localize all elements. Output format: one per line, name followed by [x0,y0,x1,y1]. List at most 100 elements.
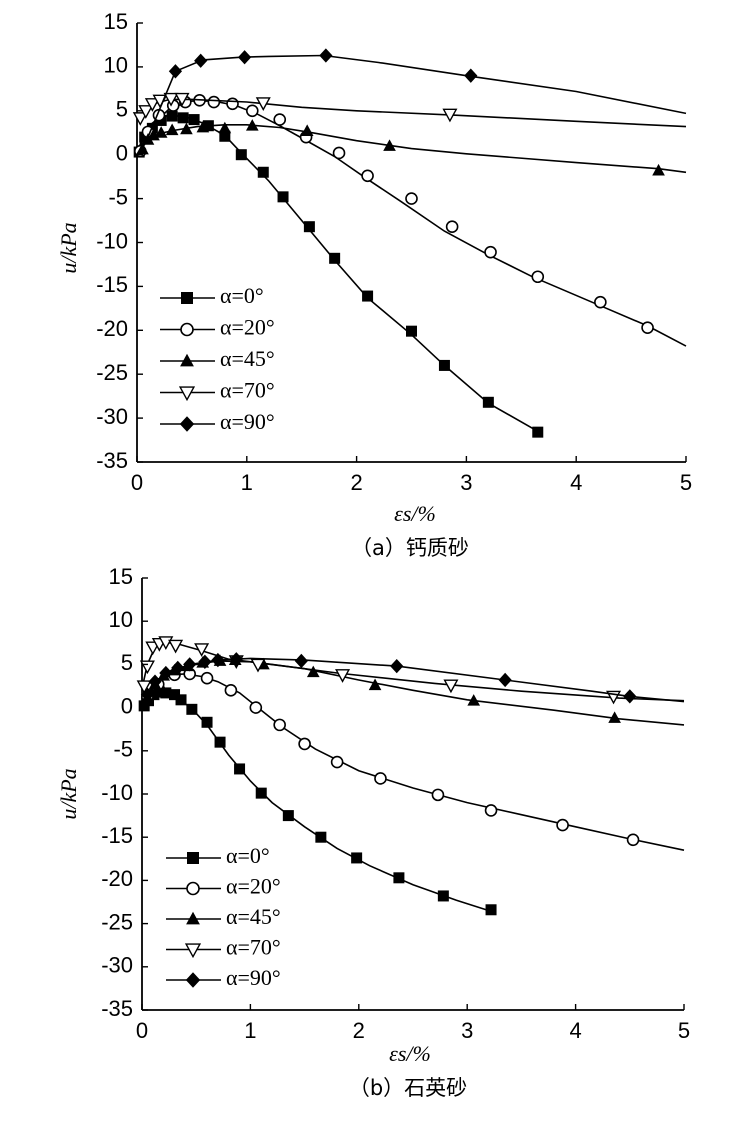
legend-label: α=0° [220,283,264,308]
data-point [148,674,162,689]
data-point [485,904,497,916]
y-tick-label: -10 [96,228,128,253]
legend-marker [186,911,200,925]
series-line [136,54,687,156]
data-point [319,48,333,63]
x-tick-label: 1 [241,470,253,495]
series-triangle-down [132,92,687,128]
legend-label: α=90° [220,409,275,434]
data-point [198,654,212,669]
data-point [214,736,226,748]
data-point [180,122,193,135]
series-line [136,114,539,432]
data-point [464,68,478,83]
data-point [390,658,404,674]
data-point [153,686,165,698]
y-tick-label: -35 [101,996,133,1021]
data-point [257,166,269,178]
legend-item: α=0° [160,283,264,308]
data-point [163,92,179,107]
data-point [556,818,569,832]
data-point [159,665,173,681]
y-tick-label: -30 [101,953,133,978]
data-point [330,755,344,769]
data-point [641,321,654,334]
data-point [250,658,266,673]
data-point [406,325,417,337]
data-point [437,890,449,902]
data-point [219,130,231,142]
data-point [249,701,263,714]
data-point [207,95,221,109]
data-point [498,672,512,688]
x-tick-label: 0 [131,470,143,495]
legend-item: α=20° [166,874,281,899]
data-point [368,678,382,691]
legend-label: α=20° [226,874,281,899]
data-point [229,652,243,667]
legend-item: α=45° [166,904,281,929]
data-point [194,643,210,657]
data-point [255,97,271,111]
x-tick-label: 0 [136,1018,148,1043]
data-point [194,53,208,68]
y-tick-label: -25 [96,360,128,385]
y-tick-label: -35 [96,448,128,473]
data-point [245,104,259,118]
data-point [196,120,210,133]
panel-b-y-ticks: 15 10 5 0 -5 -10 -15 -20 -25 -30 -35 [101,564,148,1021]
data-point [482,396,494,408]
data-point [303,221,315,233]
y-tick-label: -30 [96,404,128,429]
series-circle [133,93,687,347]
data-point [626,833,640,847]
x-tick-label: 4 [569,1018,581,1043]
data-point [175,694,187,706]
data-point [218,121,232,134]
panel-a-y-axis-label: u/kPa [56,222,81,273]
y-tick-label: -15 [101,823,133,848]
legend-marker [180,353,194,367]
panel-b-x-ticks: 0 1 2 3 4 5 [136,1004,690,1043]
data-point [393,872,405,884]
data-point [531,270,545,284]
data-point [431,788,445,802]
legend-marker [184,943,202,959]
legend-item: α=90° [160,409,275,434]
data-point [144,98,160,112]
legend-label: α=45° [226,904,281,929]
y-tick-label: -25 [101,909,133,934]
data-point [238,50,252,65]
panel-b-y-axis-label: u/kPa [56,768,81,819]
data-point [594,295,607,309]
series-triangle-up [136,119,687,176]
panel-b-caption: （b）石英砂 [349,1076,467,1100]
data-point [273,718,286,732]
y-tick-label: 5 [121,650,133,675]
legend-label: α=70° [220,378,275,403]
panel-b-x-axis-label: εs/% [389,1041,431,1066]
panel-a-y-ticks: 15 10 5 0 -5 -10 -15 -20 -25 -30 -35 [96,9,143,473]
series-line [141,691,490,912]
data-point [138,105,154,119]
data-point [245,119,259,131]
series-diamond [136,48,687,156]
legend-marker [181,292,193,304]
data-point [235,149,247,161]
data-point [183,657,197,672]
data-point [226,97,239,111]
data-point [200,671,214,685]
legend-marker [180,322,194,337]
data-point [255,787,267,799]
y-tick-label: 0 [121,693,133,718]
panel-a-caption: （a）钙质砂 [351,536,469,560]
data-point [165,123,179,136]
data-point [361,169,374,183]
data-point [168,64,183,79]
x-tick-label: 1 [244,1018,256,1043]
data-point [608,711,621,723]
data-point [188,114,200,126]
y-tick-label: -20 [101,866,133,891]
